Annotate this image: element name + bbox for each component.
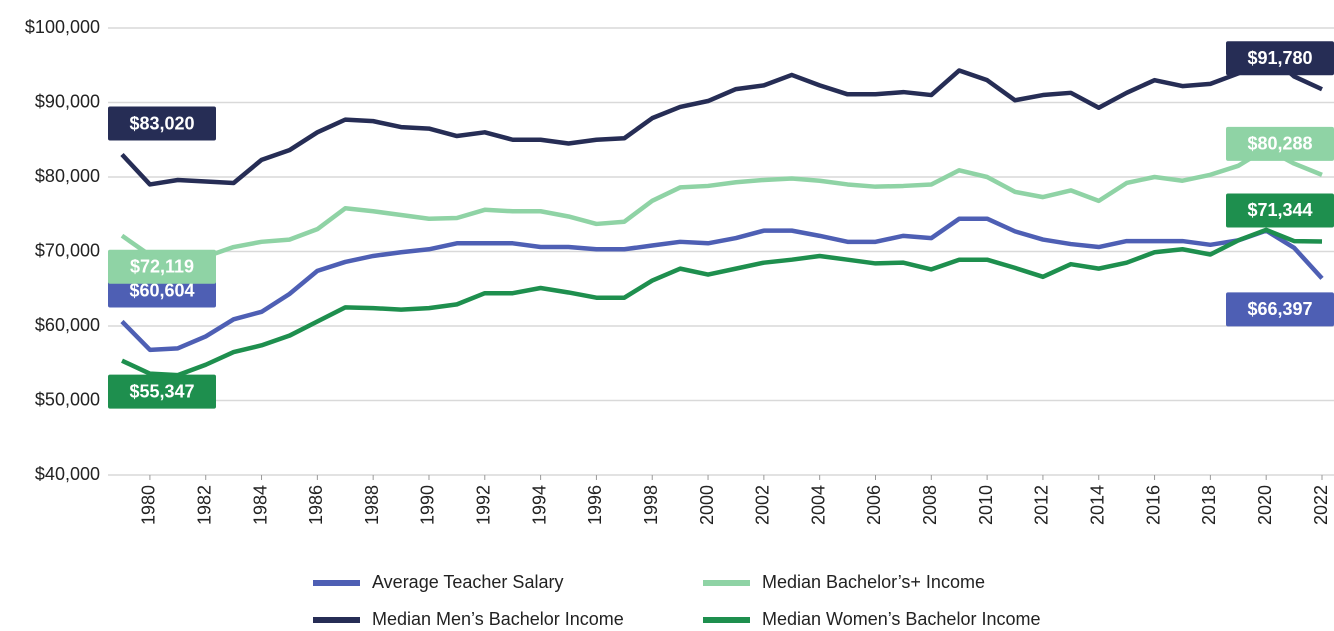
data-label: $91,780 (1247, 48, 1312, 68)
y-tick-label: $40,000 (35, 464, 100, 484)
x-tick-label: 2006 (864, 485, 884, 525)
y-tick-label: $80,000 (35, 166, 100, 186)
x-tick-label: 1986 (306, 485, 326, 525)
x-tick-label: 2022 (1311, 485, 1331, 525)
x-tick-label: 1996 (585, 485, 605, 525)
x-tick-label: 2012 (1032, 485, 1052, 525)
series-line (120, 216, 1324, 353)
legend-label: Average Teacher Salary (372, 572, 563, 592)
callout (1226, 193, 1334, 228)
x-tick-label: 2008 (920, 485, 940, 525)
series-line (121, 227, 1323, 378)
x-tick-label: 2018 (1199, 485, 1219, 525)
x-tick-label: 1998 (641, 485, 661, 525)
y-tick-label: $100,000 (25, 17, 100, 37)
x-tick-label: 2020 (1255, 485, 1275, 525)
x-tick-label: 2016 (1143, 485, 1163, 525)
data-label: $66,397 (1247, 299, 1312, 319)
legend-label: Median Bachelor’s+ Income (762, 572, 985, 592)
x-tick-label: 1982 (194, 485, 214, 525)
x-tick-label: 2014 (1087, 485, 1107, 525)
data-label: $80,288 (1247, 134, 1312, 154)
x-tick-label: 1992 (474, 485, 494, 525)
legend-label: Median Men’s Bachelor Income (372, 609, 624, 629)
x-tick-label: 1980 (139, 485, 159, 525)
data-label: $72,119 (130, 256, 194, 276)
x-tick-label: 1988 (362, 485, 382, 525)
y-tick-label: $60,000 (35, 315, 100, 335)
callout (108, 106, 216, 141)
x-tick-label: 1984 (250, 485, 270, 525)
callout (108, 374, 216, 409)
series-line (120, 49, 1323, 187)
data-label: $55,347 (129, 381, 194, 401)
callout (108, 249, 216, 284)
callout (1226, 126, 1334, 161)
callout (1226, 292, 1334, 327)
y-tick-label: $50,000 (35, 389, 100, 409)
x-tick-label: 1994 (529, 485, 549, 525)
y-tick-label: $70,000 (35, 240, 100, 260)
x-tick-label: 2002 (753, 485, 773, 525)
x-tick-label: 1990 (418, 485, 438, 525)
data-label: $60,604 (129, 280, 194, 300)
x-tick-label: 2010 (976, 485, 996, 525)
x-tick-label: 2000 (697, 485, 717, 525)
series-line (120, 146, 1323, 268)
legend-label: Median Women’s Bachelor Income (762, 609, 1040, 629)
callout (1226, 41, 1334, 76)
data-label: $83,020 (129, 113, 194, 133)
x-tick-label: 2004 (808, 485, 828, 525)
data-label: $71,344 (1247, 200, 1312, 220)
y-tick-label: $90,000 (35, 91, 100, 111)
